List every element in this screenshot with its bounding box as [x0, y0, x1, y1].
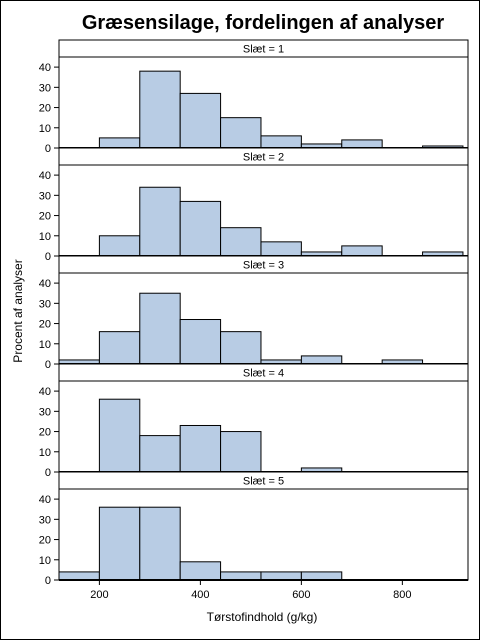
y-tick-label: 10: [39, 123, 51, 135]
x-axis: 200 400 600 800: [90, 580, 412, 601]
y-tick-label: 40: [39, 170, 51, 182]
histogram-bar: [220, 431, 262, 473]
y-tick-label: 0: [45, 575, 51, 587]
histogram-bar: [341, 139, 383, 149]
histogram-bar: [260, 571, 302, 581]
panel-2: Slæt = 2 0 10 20 30 40: [39, 147, 469, 263]
y-tick-label: 30: [39, 514, 51, 526]
panel-1: Slæt = 1 0 10 20 30 40: [39, 39, 469, 155]
histogram-bar: [220, 331, 262, 365]
panel-plot-frame: [58, 56, 469, 149]
panel-3: Slæt = 3 0 10 20 30 40: [39, 255, 469, 371]
histogram-bar: [139, 435, 181, 473]
y-tick-label: 0: [45, 143, 51, 155]
y-tick-label: 40: [39, 62, 51, 74]
y-tick-label: 30: [39, 82, 51, 94]
x-tick-label: 600: [292, 589, 310, 601]
y-axis-label: Procent af analyser: [11, 259, 25, 362]
y-tick-label: 0: [45, 359, 51, 371]
y-tick-label: 20: [39, 319, 51, 331]
y-tick-label: 40: [39, 278, 51, 290]
panel-strip-label: Slæt = 5: [243, 476, 284, 488]
y-tick-label: 10: [39, 231, 51, 243]
histogram-bar: [98, 235, 141, 257]
panel-plot-frame: [58, 488, 469, 581]
x-tick-label: 800: [393, 589, 411, 601]
y-tick-label: 30: [39, 298, 51, 310]
x-tick-label: 400: [191, 589, 209, 601]
y-tick-label: 20: [39, 103, 51, 115]
histogram-bar: [300, 571, 343, 581]
histogram-bar: [58, 571, 100, 581]
histogram-bar: [220, 117, 262, 149]
histogram-bar: [179, 92, 222, 149]
panel-strip-label: Slæt = 2: [243, 152, 284, 164]
histogram-bar: [139, 186, 181, 257]
histogram-bar: [139, 292, 181, 365]
chart-title: Græsensilage, fordelingen af analyser: [82, 12, 445, 34]
histogram-bar: [179, 200, 222, 257]
y-tick-label: 0: [45, 467, 51, 479]
y-tick-label: 40: [39, 386, 51, 398]
histogram-bar: [179, 561, 222, 581]
y-tick-label: 10: [39, 555, 51, 567]
x-axis-label: Tørstofindhold (g/kg): [207, 610, 318, 624]
histogram-bar: [139, 506, 181, 581]
y-tick-label: 10: [39, 339, 51, 351]
panel-4: Slæt = 4 0 10 20 30 40: [39, 363, 469, 479]
histogram-bar: [139, 70, 181, 149]
y-tick-label: 0: [45, 251, 51, 263]
histogram-bar: [341, 245, 383, 257]
panel-5: Slæt = 5 0 10 20 30 40: [39, 471, 469, 587]
histogram-bar: [98, 398, 141, 473]
histogram-bar: [98, 331, 141, 365]
histogram-bar: [98, 506, 141, 581]
histogram-bar: [98, 137, 141, 149]
histogram-bar: [300, 355, 343, 365]
y-tick-label: 30: [39, 190, 51, 202]
y-tick-label: 30: [39, 406, 51, 418]
y-tick-label: 10: [39, 447, 51, 459]
histogram-bar: [220, 571, 262, 581]
x-tick-label: 200: [90, 589, 108, 601]
histogram-bar: [220, 227, 262, 257]
histogram-bar: [179, 424, 222, 473]
y-tick-label: 20: [39, 427, 51, 439]
panel-strip-label: Slæt = 3: [243, 260, 284, 272]
histogram-bar: [260, 135, 302, 149]
histogram-bar: [260, 241, 302, 257]
y-tick-label: 20: [39, 211, 51, 223]
panel-strip-label: Slæt = 4: [243, 368, 284, 380]
histogram-bar: [179, 319, 222, 365]
y-tick-label: 40: [39, 494, 51, 506]
y-tick-label: 20: [39, 535, 51, 547]
panel-strip-label: Slæt = 1: [243, 44, 284, 56]
